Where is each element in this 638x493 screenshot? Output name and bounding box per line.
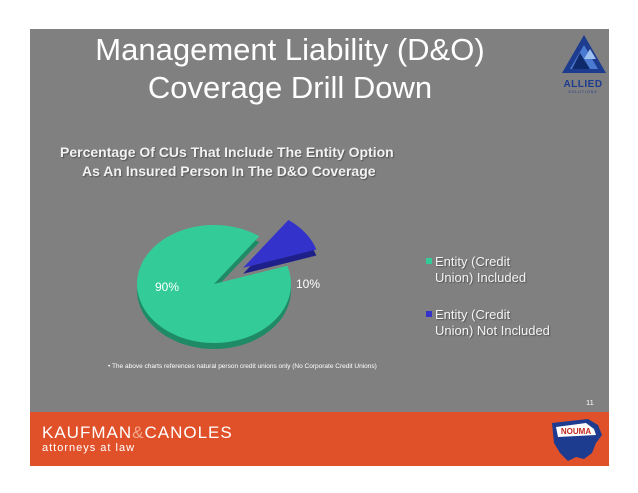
legend-label-not-included-line2: Union) Not Included	[435, 323, 550, 338]
pie-chart: 90% 10%	[137, 220, 320, 349]
legend-item-included: Entity (Credit Union) Included	[426, 254, 606, 286]
pie-slice-included	[137, 225, 292, 343]
chart-title: Percentage Of CUs That Include The Entit…	[60, 143, 490, 181]
firm-name-part2: CANOLES	[144, 423, 233, 442]
slide-title-line1: Management Liability (D&O)	[95, 32, 485, 67]
legend-label-included-line1: Entity (Credit	[435, 254, 511, 269]
firm-name-amp: &	[132, 423, 145, 442]
nouma-badge-text: NOUMA	[561, 427, 591, 436]
slide-title: Management Liability (D&O) Coverage Dril…	[30, 31, 550, 107]
firm-name: KAUFMAN&CANOLES	[42, 423, 233, 443]
legend-swatch-included	[426, 258, 432, 264]
legend-label-included-line2: Union) Included	[435, 270, 527, 285]
chart-title-line2: As An Insured Person In The D&O Coverage	[82, 163, 376, 179]
legend-swatch-not-included	[426, 311, 432, 317]
legend-label-not-included-line1: Entity (Credit	[435, 307, 511, 322]
allied-logo-icon	[562, 35, 606, 73]
pie-value-label-included: 90%	[155, 280, 179, 294]
firm-tagline: attorneys at law	[42, 442, 136, 454]
slide-title-line2: Coverage Drill Down	[147, 70, 433, 105]
slide: Management Liability (D&O) Coverage Dril…	[30, 29, 609, 466]
firm-name-part1: KAUFMAN	[42, 423, 133, 442]
logo-subtext: SOLUTIONS	[568, 90, 598, 94]
nouma-map-logo-icon: NOUMA	[552, 419, 602, 461]
pie-value-label-not-included: 10%	[296, 277, 320, 291]
chart-title-line1: Percentage Of CUs That Include The Entit…	[60, 144, 394, 160]
legend-item-not-included: Entity (Credit Union) Not Included	[426, 307, 606, 339]
footnote: • The above charts references natural pe…	[108, 363, 377, 370]
logo-text: ALLIED	[563, 79, 603, 90]
pie-slice-not-included	[243, 220, 317, 268]
page-number: 11	[586, 398, 594, 407]
footer-bar: KAUFMAN&CANOLES attorneys at law NOUMA	[30, 412, 609, 466]
